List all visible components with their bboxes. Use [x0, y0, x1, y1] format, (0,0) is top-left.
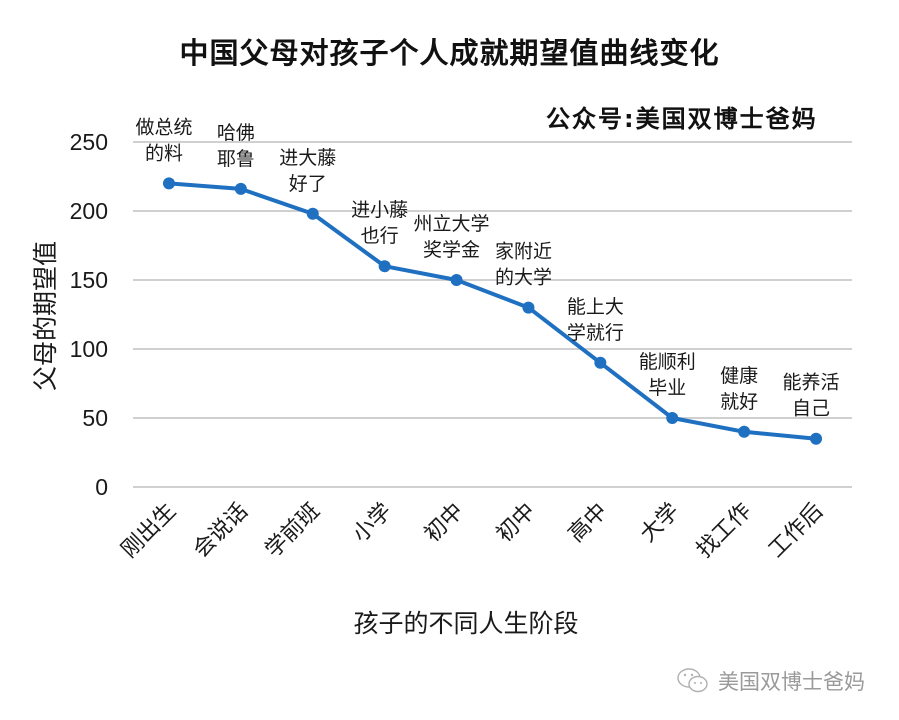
data-point-marker: [594, 356, 607, 369]
x-tick-label: 工作后: [764, 499, 828, 563]
data-point-marker: [378, 260, 391, 273]
y-axis-ticks: 0 50 100 150 200 250: [70, 129, 108, 500]
x-tick-label: 高中: [564, 499, 613, 548]
data-label: 奖学金: [423, 239, 480, 261]
x-tick-label: 初中: [492, 499, 541, 548]
gridlines: [133, 141, 852, 488]
data-point-marker: [810, 432, 823, 445]
y-tick-label: 50: [82, 405, 108, 431]
data-label: 也行: [361, 225, 399, 247]
wechat-icon: [676, 667, 710, 695]
x-axis-ticks: 刚出生 会说话 学前班 小学 初中 初中 高中 大学 找工作 工作后: [117, 499, 828, 563]
y-tick-label: 200: [70, 198, 108, 224]
watermark: 公众号:美国双博士爸妈: [546, 105, 818, 133]
data-label: 耶鲁: [217, 148, 255, 170]
x-tick-label: 大学: [636, 499, 685, 548]
data-label: 自己: [792, 398, 830, 420]
data-label: 能顺利: [639, 351, 696, 373]
data-point-marker: [666, 412, 679, 424]
data-point-marker: [306, 207, 319, 220]
y-tick-label: 250: [70, 129, 108, 155]
x-tick-label: 小学: [348, 499, 397, 548]
data-label: 好了: [289, 173, 327, 195]
data-label: 的大学: [495, 267, 552, 289]
data-point-marker: [162, 177, 175, 190]
data-label: 健康: [720, 365, 758, 387]
footer-account-name: 美国双博士爸妈: [718, 670, 865, 694]
y-tick-label: 0: [95, 474, 108, 500]
data-label: 进小藤: [351, 199, 408, 221]
x-tick-label: 初中: [420, 499, 469, 548]
data-point-marker: [234, 182, 247, 195]
chart-title: 中国父母对孩子个人成就期望值曲线变化: [179, 36, 720, 70]
y-axis-title: 父母的期望值: [31, 241, 60, 391]
data-point-marker: [522, 301, 535, 314]
data-label: 学就行: [567, 322, 624, 344]
data-label: 家附近: [495, 241, 552, 263]
x-axis-title: 孩子的不同人生阶段: [353, 609, 578, 638]
data-label: 的料: [145, 142, 183, 164]
data-point-marker: [450, 274, 463, 286]
data-label: 州立大学: [414, 213, 490, 235]
x-tick-label: 学前班: [261, 499, 325, 563]
data-label: 进大藤: [279, 147, 336, 169]
data-markers: [162, 177, 823, 445]
data-label: 能上大: [567, 296, 624, 318]
data-label: 就好: [720, 391, 758, 413]
footer-account: 美国双博士爸妈: [676, 666, 865, 696]
y-tick-label: 100: [70, 336, 108, 362]
y-tick-label: 150: [70, 267, 108, 293]
data-label: 毕业: [648, 377, 686, 399]
series-line: [168, 181, 817, 441]
data-label: 能养活: [783, 372, 840, 394]
data-point-marker: [738, 425, 751, 438]
x-tick-label: 会说话: [189, 499, 253, 563]
x-tick-label: 找工作: [692, 499, 756, 563]
data-label: 做总统: [135, 116, 192, 138]
x-tick-label: 刚出生: [117, 499, 181, 563]
data-label: 哈佛: [217, 122, 255, 144]
